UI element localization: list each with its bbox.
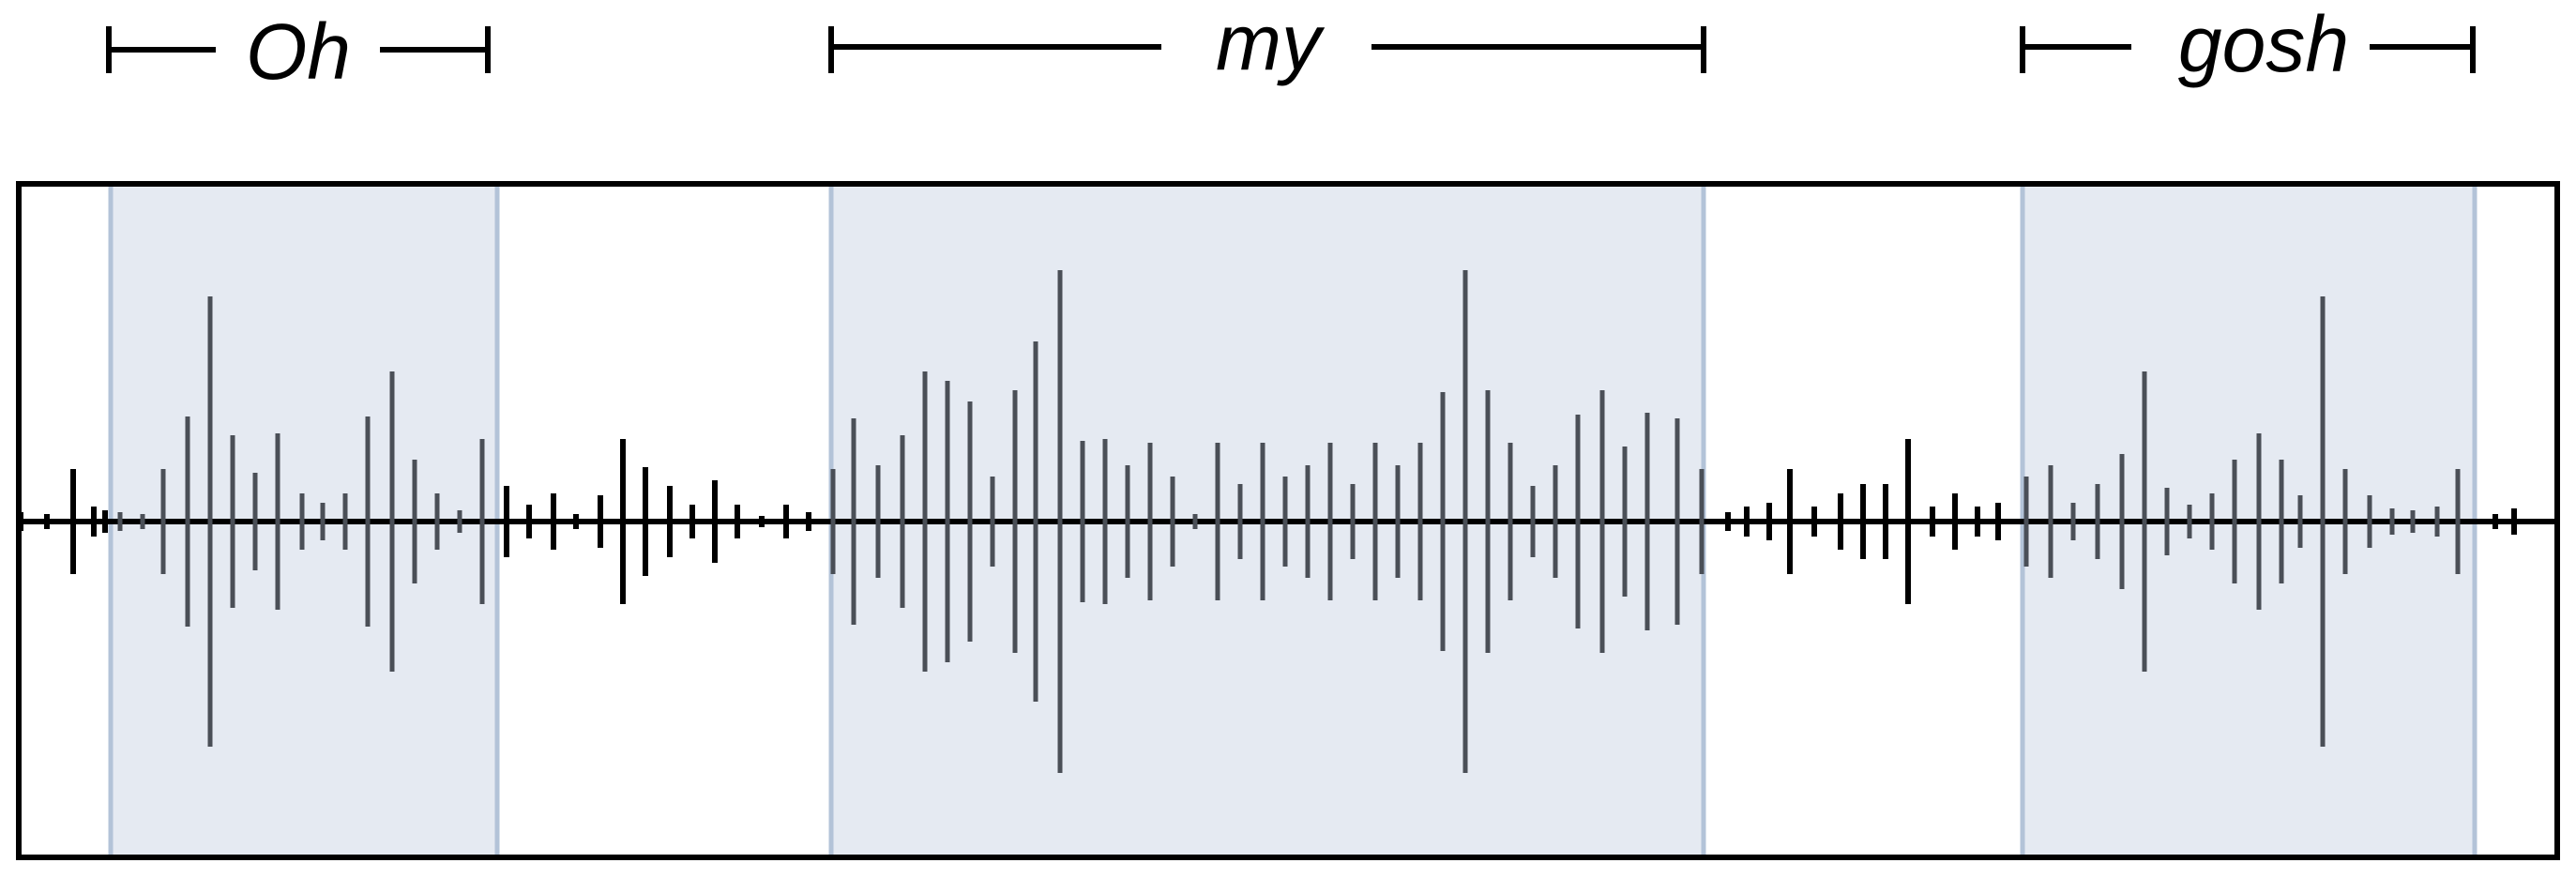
word-label-gosh: gosh [2178, 0, 2349, 88]
word-bracket-oh [106, 26, 491, 73]
word-bracket-gosh [2020, 26, 2476, 73]
word-bracket-my [828, 26, 1706, 73]
word-label-oh: Oh [246, 8, 351, 96]
waveform [18, 270, 2557, 773]
word-label-my: my [1216, 0, 1326, 86]
waveform-frame [16, 181, 2560, 860]
